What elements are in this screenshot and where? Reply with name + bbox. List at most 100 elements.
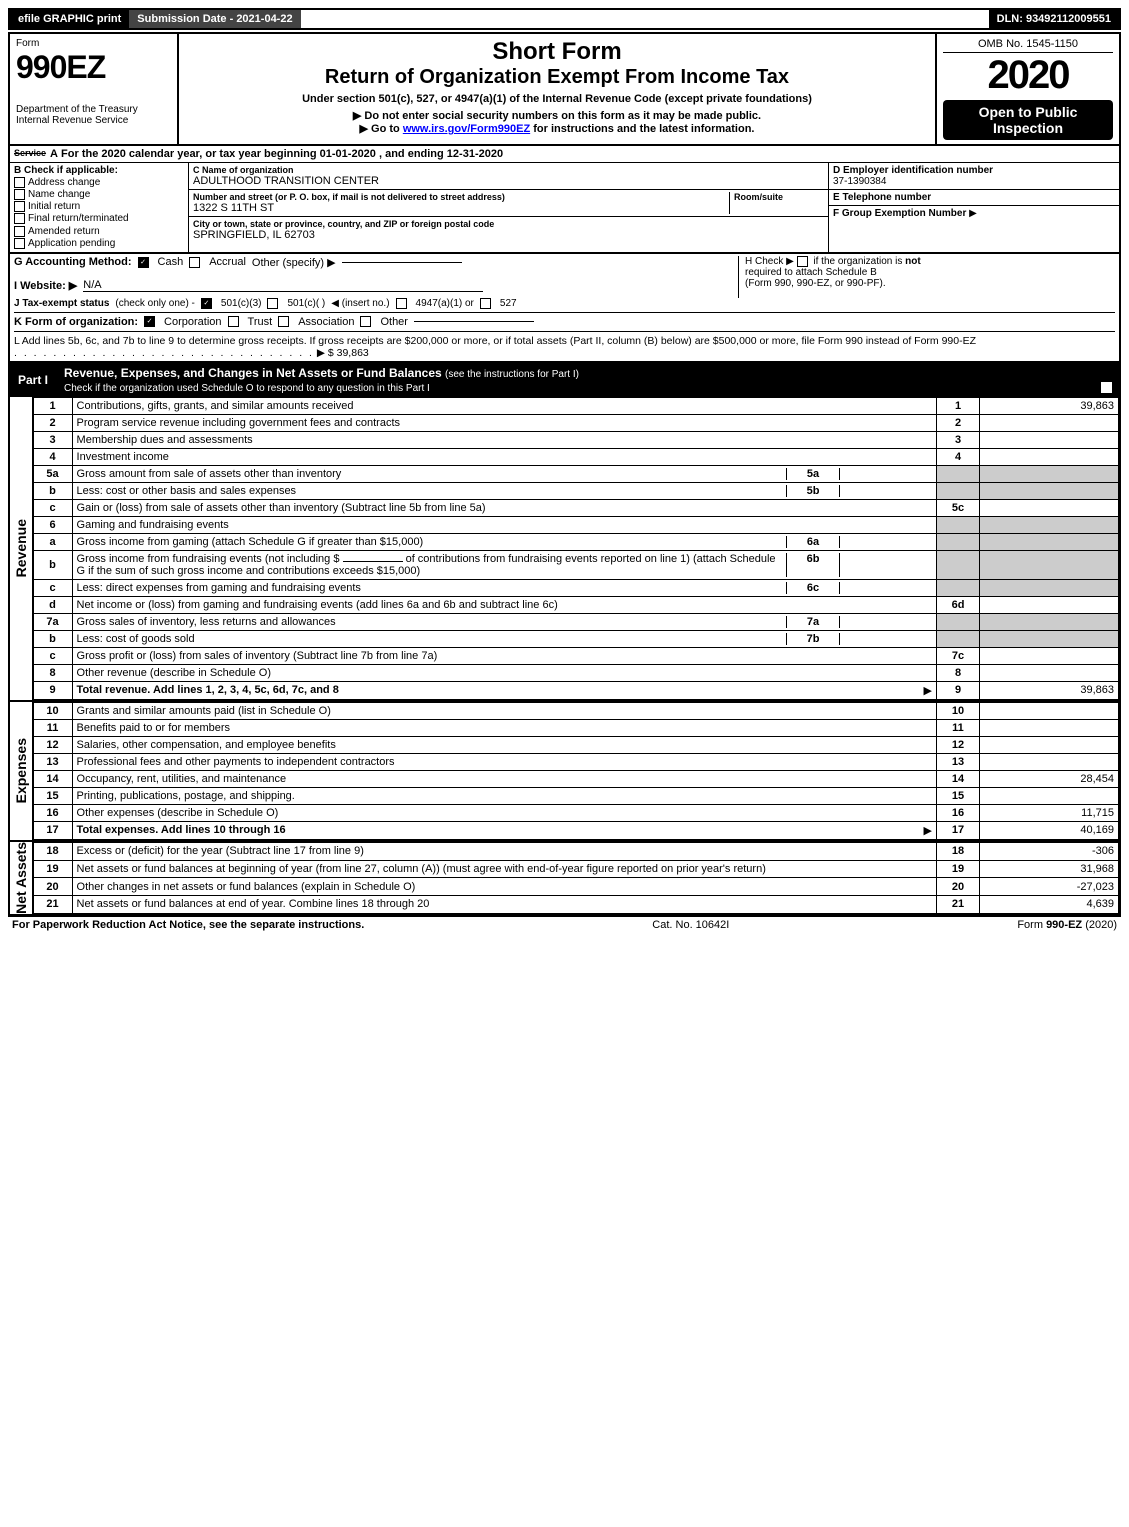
efile-label[interactable]: efile GRAPHIC print <box>10 10 129 28</box>
dept-label: Department of the Treasury <box>16 104 171 115</box>
l7a-sb: 7a <box>786 616 839 628</box>
d-label: D Employer identification number <box>833 165 1115 176</box>
under-section: Under section 501(c), 527, or 4947(a)(1)… <box>185 93 929 105</box>
l2-txt: Program service revenue including govern… <box>77 417 400 429</box>
chk-accrual[interactable] <box>189 257 200 268</box>
form-header: Form 990EZ Department of the Treasury In… <box>8 32 1121 146</box>
org-address: 1322 S 11TH ST <box>193 202 729 214</box>
l6b-blank <box>343 561 403 562</box>
l7b-num: b <box>33 630 72 647</box>
chk-final-return[interactable] <box>14 213 25 224</box>
part1-check[interactable] <box>1101 382 1112 393</box>
g-label: G Accounting Method: <box>14 256 132 268</box>
chk-assoc[interactable] <box>278 316 289 327</box>
e-label: E Telephone number <box>833 192 1115 203</box>
l6a-gbox <box>937 533 980 550</box>
omb-number: OMB No. 1545-1150 <box>943 38 1113 53</box>
chk-4947[interactable] <box>396 298 407 309</box>
l13-box: 13 <box>937 753 980 770</box>
chk-corp[interactable] <box>144 316 155 327</box>
chk-h[interactable] <box>797 256 808 267</box>
opt-pending: Application pending <box>28 238 115 249</box>
f-arrow: ▶ <box>969 208 977 219</box>
j-501c: 501(c)( ) <box>287 298 325 309</box>
b-header: Check if applicable: <box>24 165 118 176</box>
chk-address-change[interactable] <box>14 177 25 188</box>
l16-num: 16 <box>33 804 72 821</box>
l3-num: 3 <box>33 431 72 448</box>
l1-val: 39,863 <box>980 397 1119 414</box>
l15-box: 15 <box>937 787 980 804</box>
col-b: B Check if applicable: Address change Na… <box>10 163 189 252</box>
chk-initial-return[interactable] <box>14 201 25 212</box>
a-text: For the 2020 calendar year, or tax year … <box>61 148 503 160</box>
l5a-num: 5a <box>33 465 72 482</box>
ssn-warning: ▶ Do not enter social security numbers o… <box>185 109 929 122</box>
tax-year: 2020 <box>943 53 1113 98</box>
opt-address: Address change <box>28 177 100 188</box>
h-section: H Check ▶ if the organization is not req… <box>738 256 1115 298</box>
k-corp: Corporation <box>164 316 221 328</box>
g-cash: Cash <box>158 256 184 268</box>
l14-txt: Occupancy, rent, utilities, and maintena… <box>77 773 287 785</box>
g-other: Other (specify) ▶ <box>252 256 336 269</box>
l1-txt: Contributions, gifts, grants, and simila… <box>77 400 354 412</box>
opt-amended: Amended return <box>28 226 100 237</box>
opt-name: Name change <box>28 189 90 200</box>
form-number: 990EZ <box>16 49 171 86</box>
l12-num: 12 <box>33 736 72 753</box>
l2-num: 2 <box>33 414 72 431</box>
l3-box: 3 <box>937 431 980 448</box>
l6b-num: b <box>33 550 72 579</box>
l6c-gbox <box>937 579 980 596</box>
l21-num: 21 <box>33 895 72 913</box>
irs-link[interactable]: www.irs.gov/Form990EZ <box>403 123 530 135</box>
l6b-txt1: Gross income from fundraising events (no… <box>77 553 340 565</box>
l6d-val <box>980 596 1119 613</box>
l20-box: 20 <box>937 878 980 896</box>
chk-501c[interactable] <box>267 298 278 309</box>
l5a-txt: Gross amount from sale of assets other t… <box>77 468 786 480</box>
l18-txt: Excess or (deficit) for the year (Subtra… <box>77 845 364 857</box>
l21-box: 21 <box>937 895 980 913</box>
l5a-gval <box>980 465 1119 482</box>
j-sub: (check only one) - <box>115 298 194 309</box>
part1-sub: (see the instructions for Part I) <box>445 369 579 380</box>
l6b-gval <box>980 550 1119 579</box>
l12-val <box>980 736 1119 753</box>
goto-line: ▶ Go to www.irs.gov/Form990EZ for instru… <box>185 122 929 135</box>
l6a-gval <box>980 533 1119 550</box>
chk-application-pending[interactable] <box>14 238 25 249</box>
l1-num: 1 <box>33 397 72 414</box>
chk-501c3[interactable] <box>201 298 212 309</box>
l16-txt: Other expenses (describe in Schedule O) <box>77 807 279 819</box>
l5b-txt: Less: cost or other basis and sales expe… <box>77 485 786 497</box>
chk-name-change[interactable] <box>14 189 25 200</box>
j-4947: 4947(a)(1) or <box>416 298 474 309</box>
h-txt2: required to attach Schedule B <box>745 267 877 278</box>
part1-header: Part I Revenue, Expenses, and Changes in… <box>8 363 1121 397</box>
a-label: A <box>50 148 58 160</box>
chk-trust[interactable] <box>228 316 239 327</box>
l7c-txt: Gross profit or (loss) from sales of inv… <box>77 650 438 662</box>
col-def: D Employer identification number 37-1390… <box>828 163 1119 252</box>
k-assoc: Association <box>298 316 354 328</box>
k-other-line[interactable] <box>414 321 534 322</box>
chk-527[interactable] <box>480 298 491 309</box>
footer-right: Form 990-EZ (2020) <box>1017 919 1117 931</box>
c-name-label: C Name of organization <box>193 165 824 175</box>
l16-box: 16 <box>937 804 980 821</box>
l6a-txt: Gross income from gaming (attach Schedul… <box>77 536 786 548</box>
chk-amended-return[interactable] <box>14 226 25 237</box>
chk-cash[interactable] <box>138 257 149 268</box>
l4-num: 4 <box>33 448 72 465</box>
l-arrow: ▶ <box>317 347 325 359</box>
l6b-sb: 6b <box>786 553 839 577</box>
g-other-line[interactable] <box>342 262 462 263</box>
chk-other-org[interactable] <box>360 316 371 327</box>
form-word: Form <box>16 38 171 49</box>
l7c-num: c <box>33 647 72 664</box>
l9-box: 9 <box>937 681 980 699</box>
l7a-txt: Gross sales of inventory, less returns a… <box>77 616 786 628</box>
l-value: $ 39,863 <box>328 347 369 359</box>
